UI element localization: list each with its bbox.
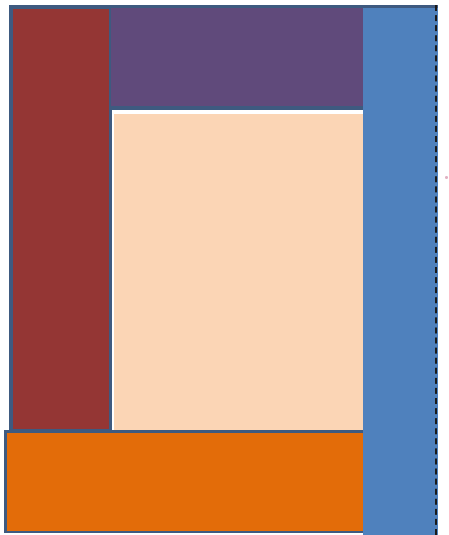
marker-dot	[445, 176, 448, 179]
center-panel	[114, 114, 364, 434]
top-panel	[111, 5, 364, 110]
right-panel	[363, 5, 438, 535]
left-panel	[9, 5, 112, 433]
dashed-guide-line	[435, 5, 437, 535]
bottom-panel	[4, 430, 365, 533]
